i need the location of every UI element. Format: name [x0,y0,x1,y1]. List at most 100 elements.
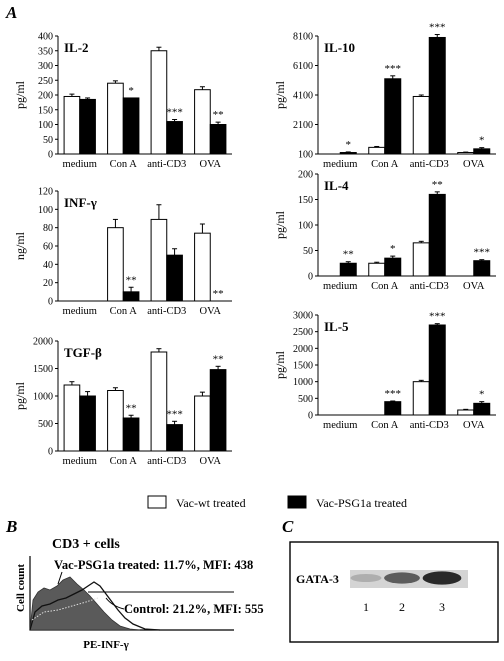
category-label: medium [63,159,97,170]
flow-control-pointer [105,597,125,610]
y-axis-label: pg/ml [273,80,287,109]
legend-filled-swatch [287,495,307,509]
y-tick-label: 150 [38,105,53,116]
y-tick-label: 6100 [293,61,313,72]
y-tick-label: 0 [48,447,53,458]
chart-title: IL-2 [64,40,89,55]
y-tick-label: 1000 [33,392,53,403]
bar [166,424,183,452]
y-tick-label: 50 [303,246,313,257]
blot-lane-3: 3 [439,600,445,614]
bar [150,351,168,452]
chart-0: 0 50 100 150 200 250 300 350 400 pg/ml IL-2 medium *… [13,32,232,170]
chart-title: IL-10 [324,40,355,55]
bar [63,95,81,155]
legend-open-swatch [147,495,167,509]
category-label: OVA [463,281,485,292]
panel-label-a: A [5,3,17,22]
significance-marker: ** [126,402,137,414]
chart-title: INF-γ [64,195,97,210]
y-tick-label: 4100 [293,91,313,102]
y-tick-label: 2100 [293,120,313,131]
blot-lane-1: 1 [363,600,369,614]
flow-ylabel: Cell count [15,564,27,612]
significance-marker: * [346,139,352,151]
bar [209,369,227,452]
category-label: anti-CD3 [147,456,186,467]
category-label: anti-CD3 [410,281,449,292]
blot-band [384,572,420,584]
bar [384,401,402,416]
category-label: anti-CD3 [147,159,186,170]
chart-2: 0 20 40 60 80 100 120 ng/ml INF-γ medium ** Con A an… [13,187,232,317]
flow-xlabel: PE-INF-γ [83,639,128,651]
bar [384,78,402,155]
category-label: medium [63,456,97,467]
bar [107,227,124,302]
y-tick-label: 250 [38,76,53,87]
y-tick-label: 0 [308,411,313,422]
y-tick-label: 0 [48,150,53,161]
category-label: Con A [110,306,138,317]
bar [107,390,124,452]
y-axis-label: pg/ml [13,80,27,109]
significance-marker: ** [432,179,443,191]
bar [166,254,183,302]
legend: Vac-wt treated Vac-PSG1a treated [147,495,407,510]
significance-marker: ** [343,249,354,261]
bar [150,218,168,302]
significance-marker: ** [126,274,137,286]
y-tick-label: 2000 [293,344,313,355]
significance-marker: ** [213,109,224,121]
y-tick-label: 400 [38,32,53,43]
bar [428,193,446,277]
category-label: anti-CD3 [410,420,449,431]
flow-psg-label: Vac-PSG1a treated: 11.7%, MFI: 438 [54,558,253,572]
y-tick-label: 8100 [293,32,313,43]
significance-marker: * [390,243,396,255]
significance-marker: *** [385,388,402,400]
bar [428,324,446,416]
category-label: Con A [110,456,138,467]
y-tick-label: 350 [38,46,53,57]
flow-control-histogram-dots [31,597,99,621]
chart-1: 100 2100 4100 6100 8100 pg/ml IL-10 * medium *** C… [273,22,496,170]
bar [79,98,96,155]
bar [63,384,81,452]
y-tick-label: 300 [38,61,53,72]
blot-lane-2: 2 [399,600,405,614]
y-tick-label: 40 [43,260,53,271]
significance-marker: * [479,389,485,401]
bar [384,257,402,277]
category-label: Con A [371,281,399,292]
y-tick-label: 200 [298,170,313,181]
y-tick-label: 20 [43,278,53,289]
y-axis-label: pg/ml [273,210,287,239]
y-tick-label: 100 [38,120,53,131]
bar [339,152,357,155]
y-axis-label: ng/ml [13,231,27,260]
legend-filled-label: Vac-PSG1a treated [316,496,407,510]
category-label: Con A [371,159,399,170]
flow-control-label: Control: 21.2%, MFI: 555 [124,602,264,616]
flow-histogram: CD3 + cells Cell count Vac-PSG1a treated… [15,537,264,651]
bar [122,291,140,302]
y-tick-label: 2000 [33,337,53,348]
bar [412,381,430,416]
blot-band [350,574,382,582]
bar [339,262,357,277]
flow-psg-pointer [57,571,63,585]
y-tick-label: 1500 [33,364,53,375]
bar [473,402,491,416]
category-label: anti-CD3 [147,306,186,317]
significance-marker: ** [213,353,224,365]
category-label: OVA [463,159,485,170]
bar [428,36,446,155]
y-tick-label: 60 [43,242,53,253]
bar [457,409,475,416]
chart-4: 0 500 1000 1500 2000 pg/ml TGF-β medium ** Con A *… [13,337,232,467]
y-tick-label: 100 [38,205,53,216]
significance-marker: *** [166,106,183,118]
category-label: Con A [110,159,138,170]
blot-label: GATA-3 [296,572,339,586]
